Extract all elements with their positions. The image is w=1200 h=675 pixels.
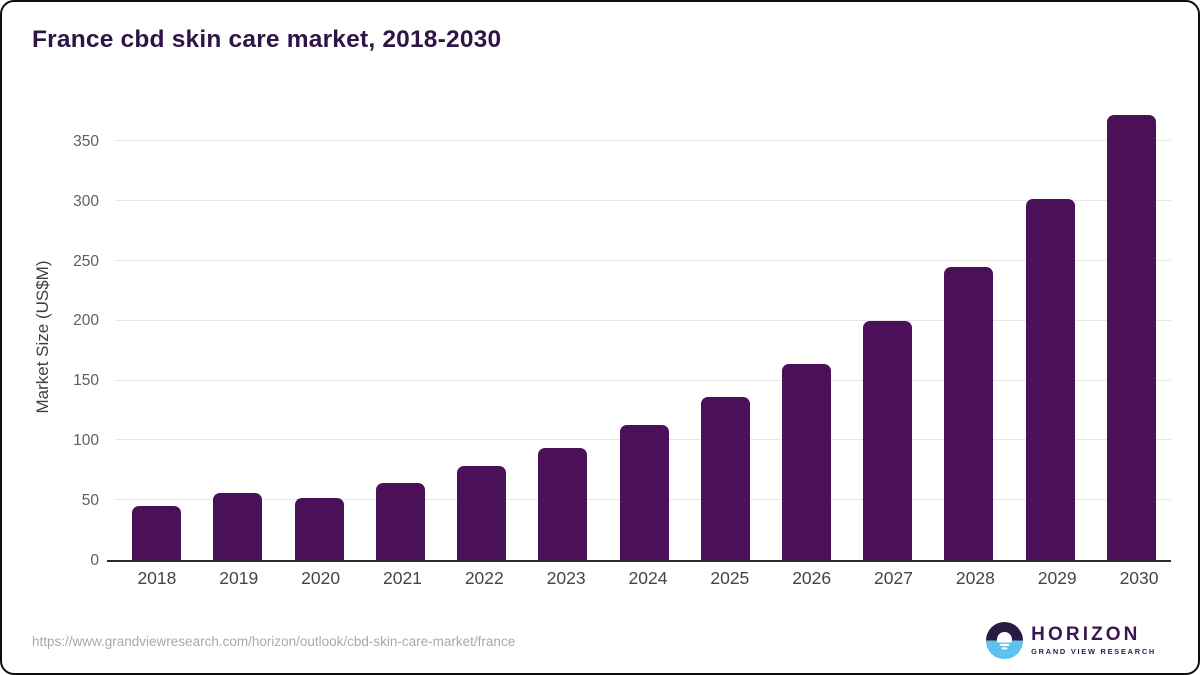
plot-area [107, 102, 1172, 562]
bar-2019 [213, 493, 263, 560]
bar-2024 [619, 424, 669, 560]
horizon-logo-icon [986, 622, 1024, 659]
bar-slot-2021 [360, 102, 441, 560]
y-tick-label-150: 150 [73, 372, 99, 390]
bar-slot-2025 [685, 102, 766, 560]
bar-2028 [944, 267, 994, 560]
x-axis-line [107, 560, 1171, 562]
bar-2022 [457, 465, 507, 560]
logo-text: HORIZON GRAND VIEW RESEARCH [1031, 624, 1156, 657]
x-tick-label-2029: 2029 [1037, 568, 1077, 588]
x-tick-label-2025: 2025 [710, 568, 750, 588]
y-tick-label-250: 250 [73, 252, 99, 270]
bar-2026 [781, 363, 831, 560]
y-tick-label-50: 50 [81, 491, 99, 509]
bars-container [116, 102, 1172, 560]
y-axis-tick-labels: 0 50 100 150 200 250 300 350 [32, 102, 99, 569]
x-tick-label-2030: 2030 [1119, 568, 1159, 588]
x-tick-label-2019: 2019 [219, 568, 259, 588]
x-tick-label-2023: 2023 [546, 568, 586, 588]
bar-2020 [294, 497, 344, 560]
x-tick-label-2022: 2022 [464, 568, 504, 588]
bar-2018 [132, 506, 182, 560]
x-tick-label-2020: 2020 [301, 568, 341, 588]
x-tick-label-2024: 2024 [628, 568, 668, 588]
bar-slot-2019 [197, 102, 278, 560]
x-tick-label-2026: 2026 [792, 568, 832, 588]
chart-title: France cbd skin care market, 2018-2030 [32, 26, 502, 53]
bar-2021 [375, 483, 425, 560]
x-axis-tick-labels: 2018 2019 2020 2021 2022 2023 2024 2025 2026 2027… [116, 568, 1180, 589]
bar-slot-2026 [766, 102, 847, 560]
x-tick-label-2018: 2018 [137, 568, 177, 588]
x-tick-label-2027: 2027 [874, 568, 913, 588]
horizon-logo: HORIZON GRAND VIEW RESEARCH [986, 622, 1156, 659]
bar-slot-2018 [116, 102, 197, 560]
bar-slot-2020 [278, 102, 359, 560]
bar-slot-2023 [522, 102, 603, 560]
y-tick-label-0: 0 [90, 551, 99, 569]
y-tick-label-100: 100 [73, 431, 99, 449]
gridline-150 [115, 379, 1171, 381]
gridline-350 [115, 140, 1171, 142]
bar-2030 [1106, 115, 1156, 560]
logo-subtitle: GRAND VIEW RESEARCH [1031, 647, 1156, 656]
bar-slot-2029 [1010, 102, 1091, 560]
gridline-200 [115, 319, 1171, 321]
gridline-300 [115, 200, 1171, 202]
gridline-250 [115, 260, 1171, 262]
logo-name: HORIZON [1031, 624, 1141, 645]
x-tick-label-2028: 2028 [955, 568, 995, 588]
bar-slot-2022 [441, 102, 522, 560]
x-tick-label-2021: 2021 [382, 568, 422, 588]
bar-slot-2030 [1091, 102, 1172, 560]
y-tick-label-350: 350 [73, 132, 99, 150]
y-tick-label-200: 200 [73, 312, 99, 330]
y-tick-label-300: 300 [73, 192, 99, 210]
bar-2023 [538, 447, 588, 560]
source-url: https://www.grandviewresearch.com/horizo… [32, 634, 516, 649]
bar-2025 [700, 397, 750, 560]
bar-2029 [1025, 198, 1075, 560]
bar-slot-2028 [928, 102, 1009, 560]
bar-2027 [863, 320, 913, 560]
bar-slot-2024 [603, 102, 684, 560]
bar-slot-2027 [847, 102, 928, 560]
